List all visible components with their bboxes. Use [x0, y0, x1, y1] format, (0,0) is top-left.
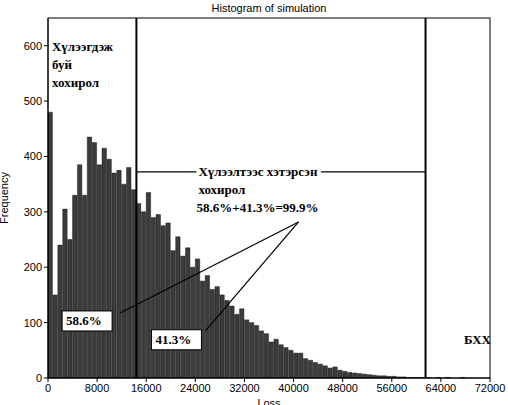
svg-text:Хүлээгдэж: Хүлээгдэж	[52, 39, 113, 54]
svg-text:Histogram of simulation: Histogram of simulation	[212, 2, 327, 14]
svg-text:41.3%: 41.3%	[155, 332, 191, 347]
svg-text:Хүлээлтээс хэтэрсэн: Хүлээлтээс хэтэрсэн	[198, 164, 317, 179]
svg-text:72000: 72000	[475, 382, 500, 394]
svg-text:хохирол: хохирол	[198, 182, 245, 197]
svg-text:56000: 56000	[376, 382, 407, 394]
svg-text:58.6%+41.3%=99.9%: 58.6%+41.3%=99.9%	[197, 200, 319, 215]
svg-text:8000: 8000	[85, 382, 109, 394]
svg-text:500: 500	[24, 95, 42, 107]
svg-text:58.6%: 58.6%	[66, 313, 102, 328]
svg-text:100: 100	[24, 317, 42, 329]
svg-text:32000: 32000	[229, 382, 260, 394]
svg-text:БХХ: БХХ	[464, 332, 492, 347]
svg-text:40000: 40000	[278, 382, 309, 394]
svg-text:200: 200	[24, 261, 42, 273]
svg-text:0: 0	[36, 372, 42, 384]
svg-text:24000: 24000	[180, 382, 211, 394]
svg-text:Frequency: Frequency	[8, 172, 10, 224]
svg-text:64000: 64000	[426, 382, 457, 394]
svg-text:буй: буй	[52, 57, 73, 72]
svg-text:16000: 16000	[131, 382, 162, 394]
svg-text:300: 300	[24, 206, 42, 218]
svg-text:48000: 48000	[327, 382, 358, 394]
svg-text:600: 600	[24, 40, 42, 52]
svg-text:0: 0	[45, 382, 51, 394]
svg-text:Loss: Loss	[257, 397, 281, 405]
svg-text:хохирол: хохирол	[52, 75, 99, 90]
svg-text:400: 400	[24, 150, 42, 162]
